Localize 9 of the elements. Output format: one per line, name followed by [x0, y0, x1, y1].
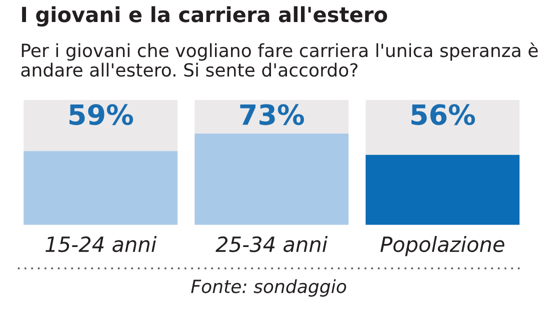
x-tick-label: 25-34 anni [216, 236, 328, 252]
data-label: 73% [240, 104, 304, 126]
chart-title: I giovani e la carriera all'estero [22, 6, 388, 27]
data-label: 59% [70, 104, 133, 126]
source-note: Fonte: sondaggio [191, 279, 346, 297]
data-label: 56% [411, 104, 475, 126]
x-tick-label: Popolazione [380, 236, 504, 256]
x-tick-label: 15-24 anni [46, 236, 157, 252]
chart-subtitle: Per i giovani che vogliano fare carriera l'unica speranza è andare all'estero. Si sente d'accordo? [21, 42, 538, 77]
